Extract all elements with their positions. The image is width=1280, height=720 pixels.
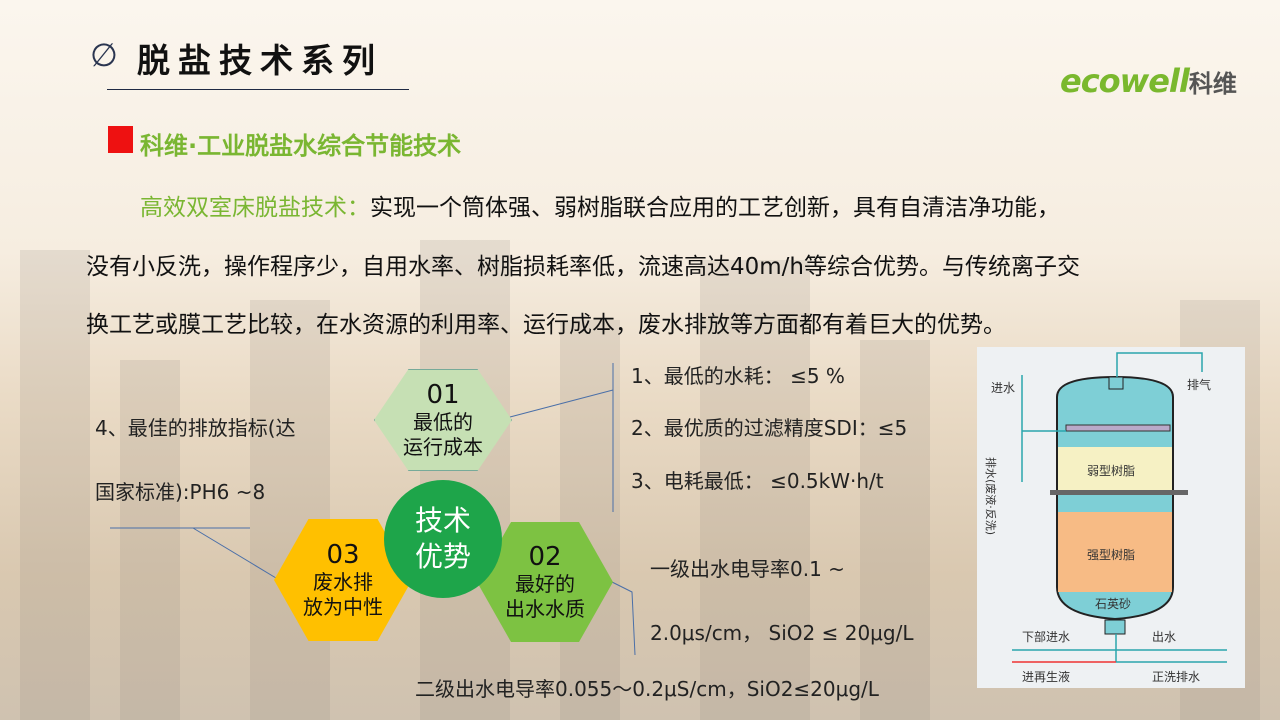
hex-text: 放为中性 [303,595,383,619]
point-1: 1、最低的水耗： ≤5 % [631,364,845,388]
quality-1: 一级出水电导率0.1 ~ [650,557,845,581]
logo-text: ecowell [1060,62,1190,100]
quality-2: 2.0μs/cm， SiO2 ≤ 20μg/L [650,621,914,645]
empty-set-icon: ∅ [90,36,118,74]
hex-text: 出水水质 [505,597,585,621]
label-sand: 石英砂 [1095,597,1131,611]
page-title: 脱盐技术系列 [137,41,383,80]
point-3: 3、电耗最低： ≤0.5kW·h/t [631,469,884,493]
intro-line-3: 换工艺或膜工艺比较，在水资源的利用率、运行成本，废水排放等方面都有着巨大的优势。 [86,312,1006,338]
hex-text: 最低的 [413,410,473,434]
center-circle: 技术 优势 [384,480,502,598]
label-weak-resin: 弱型树脂 [1087,463,1135,478]
point-2: 2、最优质的过滤精度SDI：≤5 [631,416,908,440]
resin-bed-diagram: 进水 排气 排水(废液·反洗) 弱型树脂 强型树脂 石英砂 下部进水 进再生液 … [977,347,1245,688]
label-bottom-inlet: 下部进水 [1022,629,1070,644]
logo-cn: 科维 [1188,70,1237,98]
section-heading: 科维·工业脱盐水综合节能技术 [140,132,462,160]
logo: ecowell科维 [1060,62,1237,100]
label-inlet: 进水 [991,381,1015,395]
intro-line-1: 高效双室床脱盐技术：实现一个筒体强、弱树脂联合应用的工艺创新，具有自清洁净功能， [140,188,1060,222]
intro-line-2: 没有小反洗，操作程序少，自用水率、树脂损耗率低，流速高达40m/h等综合优势。与… [86,254,1080,280]
hex-text: 废水排 [313,570,373,594]
intro-text: 实现一个筒体强、弱树脂联合应用的工艺创新，具有自清洁净功能， [370,195,1060,221]
label-outlet: 出水 [1152,630,1176,644]
hex-text: 最好的 [515,572,575,596]
label-regen: 进再生液 [1022,669,1070,684]
heading-bullet [108,126,133,153]
hex-01: 01 最低的 运行成本 [374,369,512,471]
label-rinse: 正洗排水 [1152,670,1200,684]
hex-text: 01 [426,380,460,410]
label-vent: 排气 [1187,377,1211,392]
hex-text: 运行成本 [403,435,483,459]
title-underline [107,89,409,90]
hex-text: 技术 [414,504,471,537]
hex-text: 03 [326,540,360,570]
hex-text: 优势 [414,540,471,573]
label-drain: 排水(废液·反洗) [984,457,998,535]
point-4a: 4、最佳的排放指标(达 [95,416,296,440]
intro-highlight: 高效双室床脱盐技术： [140,195,370,221]
quality-3: 二级出水电导率0.055～0.2μS/cm，SiO2≤20μg/L [415,677,879,701]
label-strong-resin: 强型树脂 [1087,547,1135,562]
hex-text: 02 [528,542,562,572]
point-4b: 国家标准):PH6 ~8 [95,480,266,504]
